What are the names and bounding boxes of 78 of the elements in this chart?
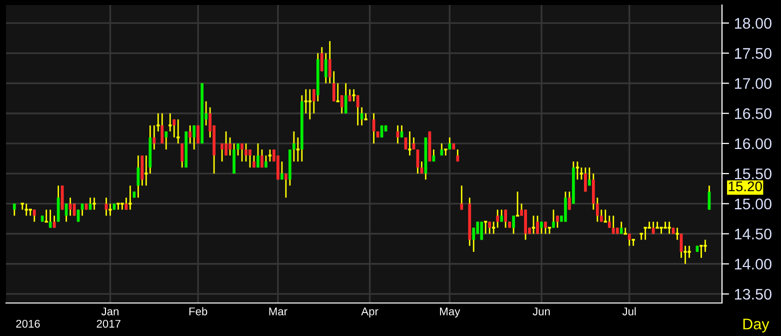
candlestick bbox=[72, 202, 76, 216]
y-tick-label: 16.50 bbox=[734, 108, 772, 120]
candlestick bbox=[152, 124, 156, 150]
candlestick bbox=[188, 124, 192, 144]
y-tick-label: 14.00 bbox=[734, 258, 772, 270]
candlestick bbox=[612, 215, 615, 234]
candlestick bbox=[48, 208, 52, 228]
candlestick bbox=[456, 148, 460, 162]
candlestick bbox=[192, 124, 196, 150]
candlestick bbox=[652, 221, 655, 234]
candlestick bbox=[52, 215, 56, 228]
candlestick bbox=[556, 215, 559, 228]
candlestick bbox=[228, 136, 232, 156]
x-tick-label: May bbox=[440, 308, 460, 318]
candlestick bbox=[488, 221, 492, 234]
y-tick-label: 18.00 bbox=[734, 18, 772, 29]
text: 2017 bbox=[96, 320, 120, 328]
candlestick bbox=[588, 166, 591, 186]
y-tick-label: 17.50 bbox=[734, 48, 772, 59]
candlestick bbox=[32, 208, 36, 222]
candlestick bbox=[380, 124, 384, 138]
candlestick bbox=[340, 94, 344, 114]
candlestick bbox=[164, 130, 168, 150]
y-tick-label: 15.50 bbox=[734, 168, 772, 180]
candlestick bbox=[460, 184, 464, 210]
candlestick bbox=[240, 142, 244, 162]
x-tick-label: Mar bbox=[269, 308, 288, 316]
candlestick bbox=[348, 88, 352, 102]
candlestick bbox=[480, 221, 484, 240]
candlestick bbox=[344, 82, 348, 114]
candlestick bbox=[160, 112, 164, 144]
x-tick-label: Feb bbox=[189, 307, 208, 316]
candlestick bbox=[180, 142, 184, 168]
candlestick bbox=[328, 40, 332, 84]
candlestick bbox=[252, 154, 256, 168]
candlestick bbox=[496, 208, 500, 228]
y-tick-label: 16.00 bbox=[734, 138, 772, 150]
candlestick bbox=[432, 148, 436, 162]
candlestick bbox=[440, 142, 444, 156]
candlestick bbox=[260, 148, 264, 168]
candlestick bbox=[280, 160, 284, 180]
candlestick bbox=[628, 233, 631, 247]
candlestick bbox=[136, 154, 140, 198]
y-tick-label: 15.00 bbox=[734, 198, 772, 210]
y-tick-label: 14.50 bbox=[734, 228, 772, 240]
candlestick bbox=[256, 142, 260, 168]
candlestick bbox=[224, 130, 228, 156]
x-tick-label: Apr bbox=[361, 308, 378, 318]
text: Day bbox=[743, 318, 770, 332]
candlestick bbox=[248, 148, 252, 168]
candlestick bbox=[608, 215, 611, 228]
candlestick bbox=[324, 52, 328, 84]
y-tick-label: 17.00 bbox=[734, 78, 772, 89]
candlestick bbox=[568, 190, 571, 210]
candlestick bbox=[536, 215, 539, 234]
candlestick bbox=[244, 142, 248, 162]
candlestick bbox=[448, 136, 452, 150]
candlestick bbox=[512, 215, 515, 234]
x-tick-label: Jun bbox=[532, 308, 550, 316]
x-tick-label: Jul bbox=[622, 307, 636, 316]
candlestick bbox=[12, 202, 16, 216]
candlestick bbox=[220, 142, 224, 162]
x-tick-label: Jan bbox=[101, 308, 118, 316]
candlestick bbox=[264, 154, 268, 168]
candlestick bbox=[584, 166, 587, 192]
candlestick bbox=[500, 208, 504, 222]
candlestick bbox=[404, 136, 408, 150]
candlestick bbox=[504, 208, 507, 228]
text: 2016 bbox=[16, 320, 40, 328]
candlestick bbox=[540, 221, 543, 234]
candlestick bbox=[552, 208, 555, 228]
candlestick bbox=[544, 221, 547, 234]
candlestick bbox=[284, 172, 288, 198]
text: 15.20 bbox=[728, 181, 762, 192]
candlestick bbox=[620, 221, 623, 234]
candlestick bbox=[76, 208, 80, 222]
candlestick bbox=[236, 142, 240, 156]
y-tick-label: 13.50 bbox=[734, 288, 772, 300]
